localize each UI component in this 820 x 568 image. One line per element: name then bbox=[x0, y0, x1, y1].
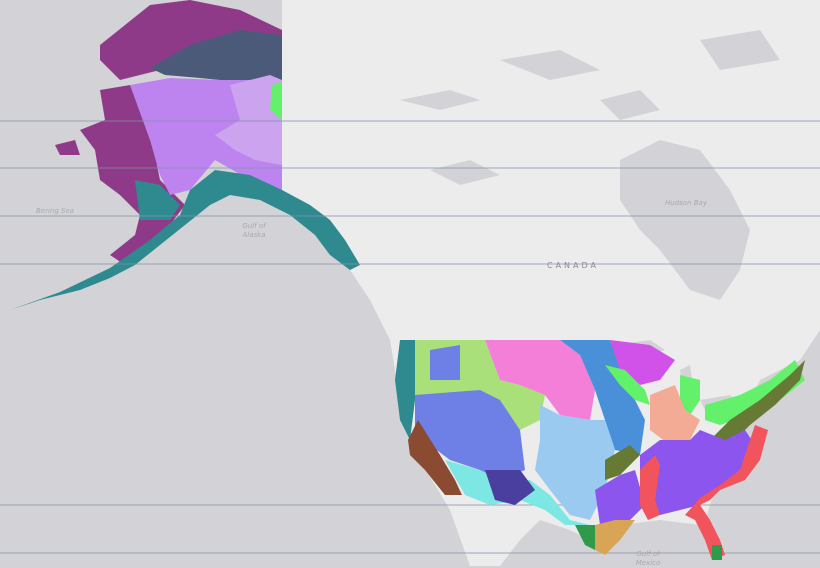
alaska-arctic bbox=[150, 30, 282, 82]
arctic-channels bbox=[400, 30, 780, 185]
label-gulf-of-mexico: Gulf of Mexico bbox=[635, 550, 661, 567]
region-gulf-tan bbox=[595, 520, 635, 555]
us-regions bbox=[395, 340, 805, 560]
alaska-tundra bbox=[55, 0, 282, 265]
region-south-texas-green bbox=[575, 525, 722, 560]
region-midwest-salmon bbox=[650, 385, 700, 445]
alaska-interior-light bbox=[215, 75, 282, 165]
region-southern-plains bbox=[535, 405, 615, 520]
region-pacific-coast bbox=[395, 340, 418, 440]
region-central-blue bbox=[560, 340, 645, 455]
alaska-regions bbox=[10, 0, 360, 310]
region-california bbox=[408, 420, 462, 495]
label-hudson-bay: Hudson Bay bbox=[665, 199, 707, 207]
region-coastal-red bbox=[640, 425, 768, 560]
graticule bbox=[0, 120, 820, 554]
region-southern-rockies bbox=[485, 470, 535, 505]
region-great-basin bbox=[415, 345, 525, 480]
hudson-bay bbox=[620, 140, 750, 300]
label-gulf-of-alaska: Gulf of Alaska bbox=[242, 222, 266, 239]
region-great-plains-pink bbox=[485, 340, 595, 420]
label-bering-sea: Bering Sea bbox=[36, 207, 75, 215]
alaska-green-patch bbox=[270, 82, 282, 120]
region-southeast-purple bbox=[595, 430, 755, 525]
alaska-coastal bbox=[10, 170, 360, 310]
label-canada: CANADA bbox=[547, 261, 600, 270]
